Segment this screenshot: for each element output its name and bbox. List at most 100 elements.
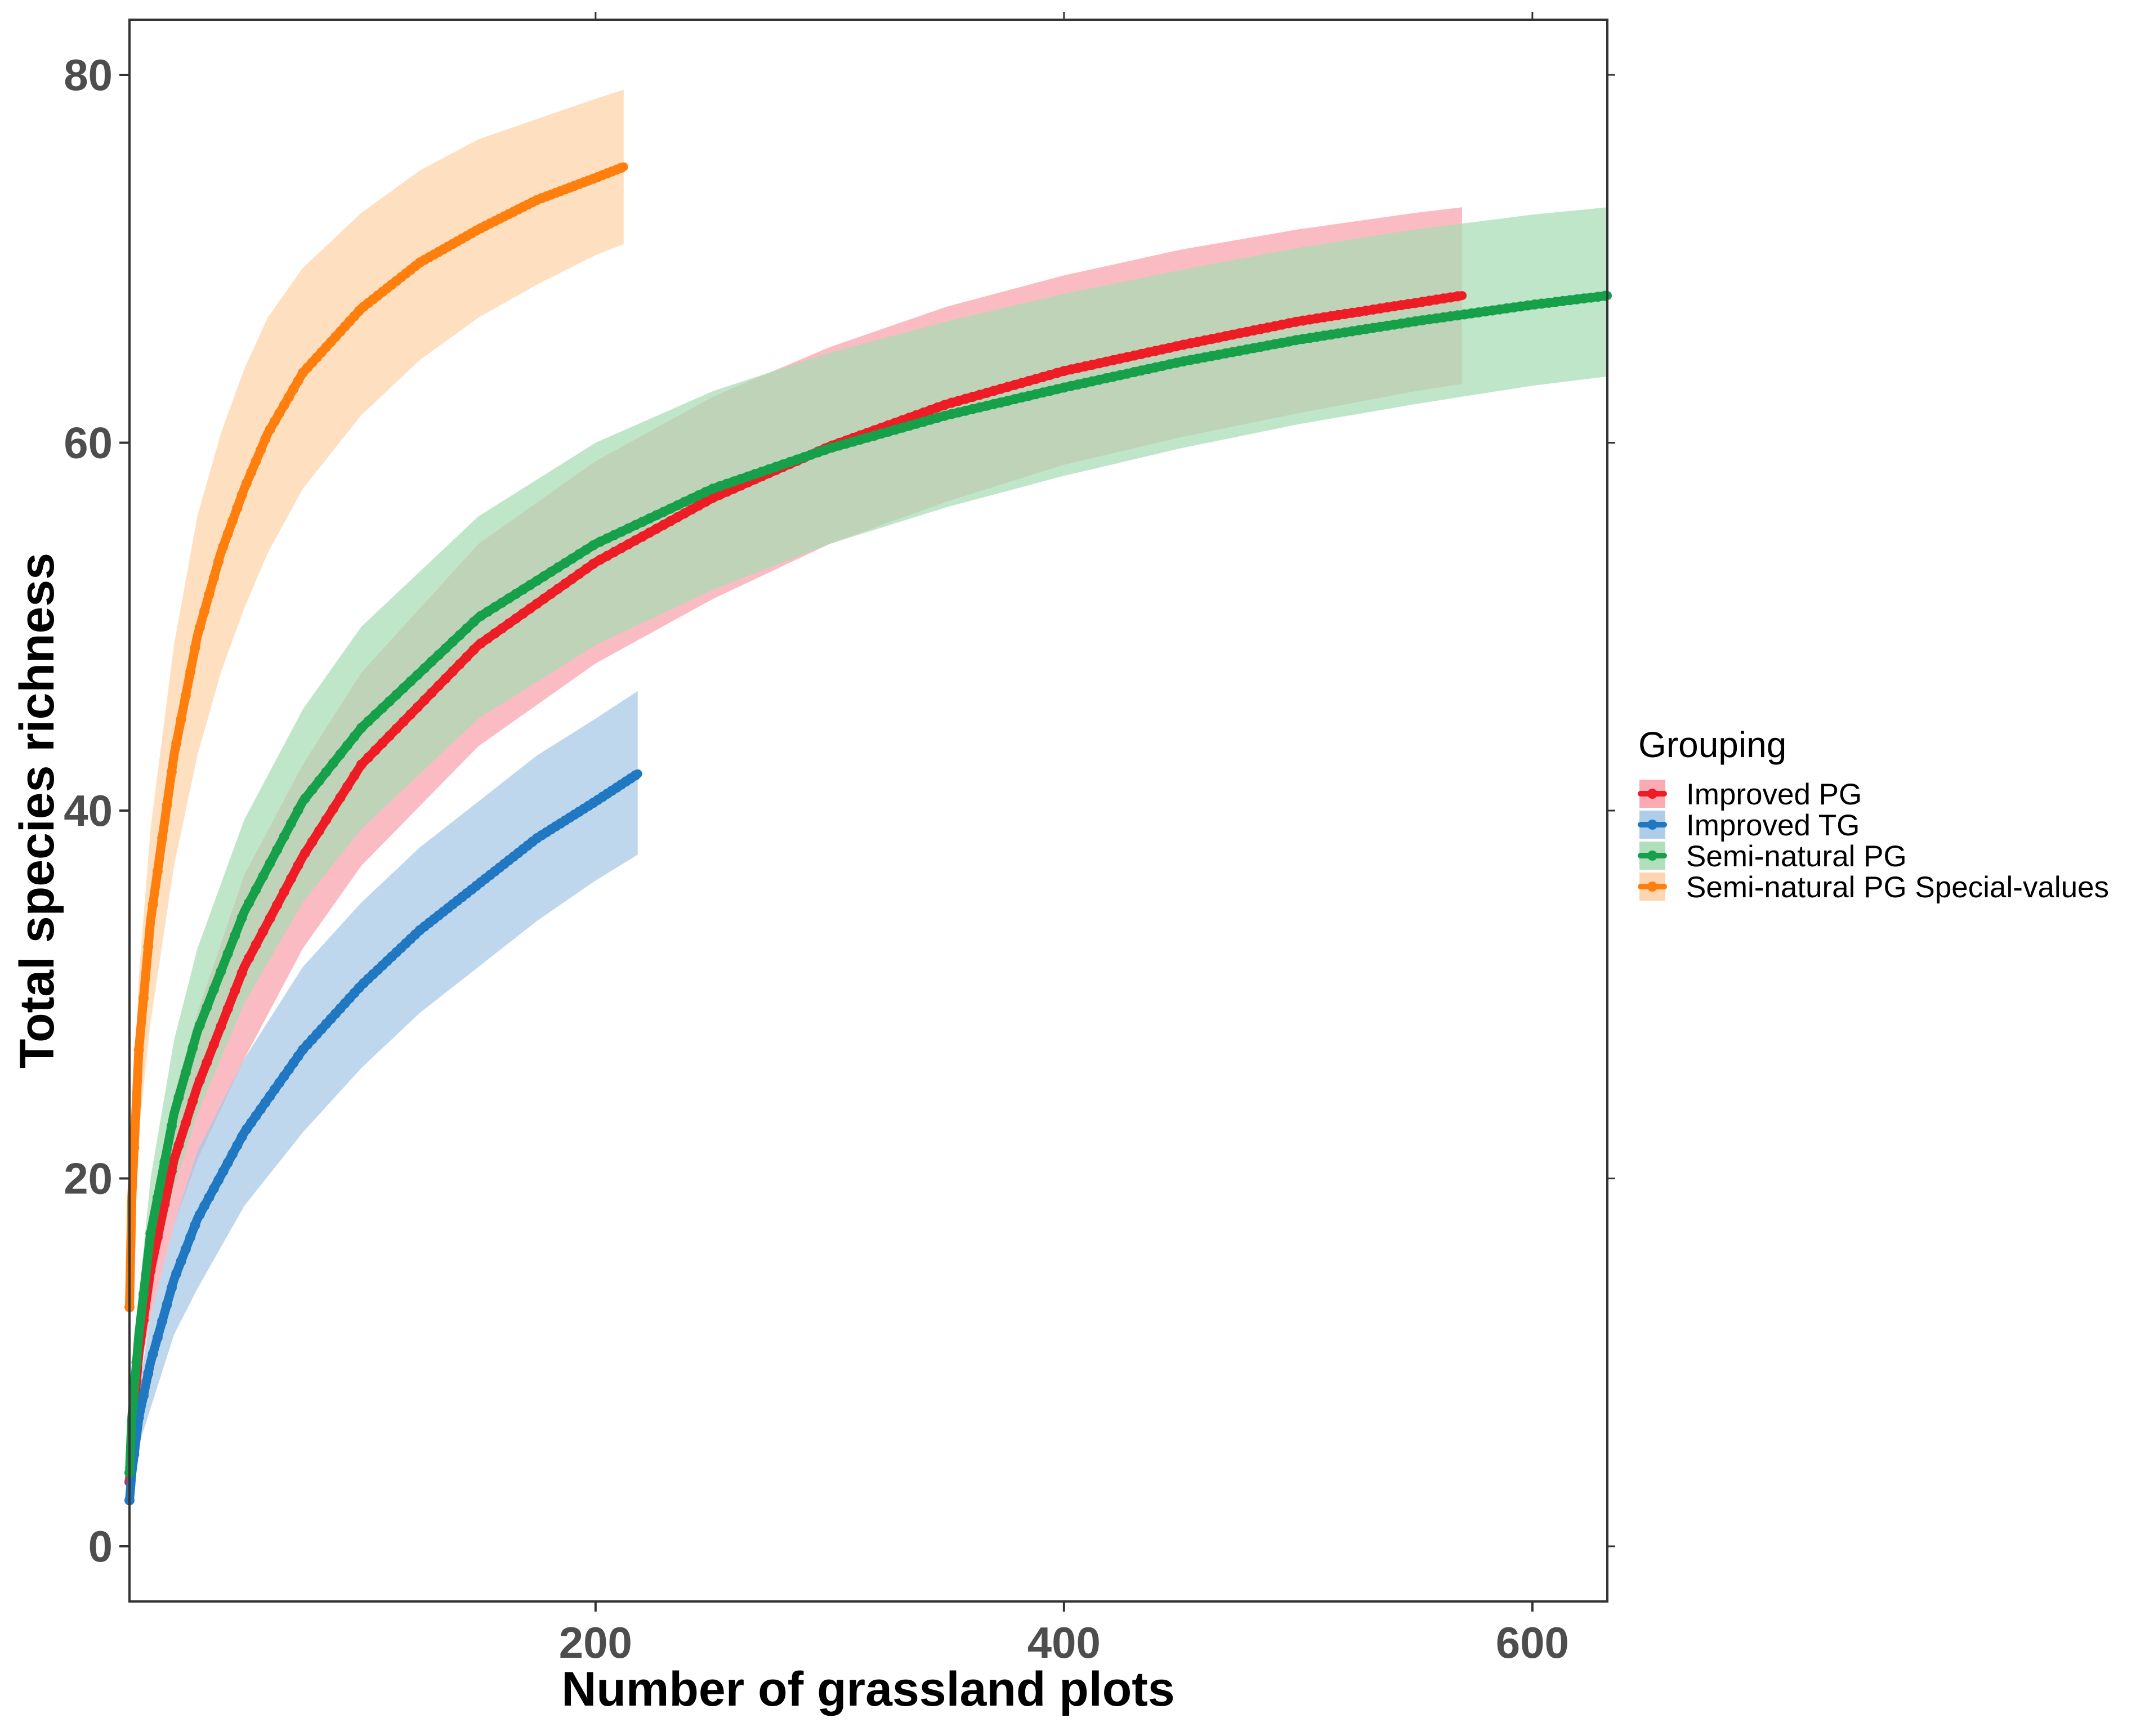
point-semi-natural-pg [152, 1192, 163, 1203]
point-semi-natural-pg [384, 696, 395, 706]
point-improved-pg [236, 968, 247, 978]
point-semi-natural-pg-special-values [260, 434, 271, 444]
point-semi-natural-pg [377, 703, 388, 713]
point-semi-natural-pg [251, 884, 261, 895]
point-improved-pg [265, 913, 275, 924]
point-semi-natural-pg [419, 663, 430, 674]
point-improved-tg [176, 1256, 186, 1267]
y-axis: 0 20 40 60 80 [64, 50, 1615, 1571]
band-semi-natural-pg-special-values [129, 90, 624, 1344]
series-semi-natural-pg [124, 290, 1612, 1478]
point-improved-tg [190, 1220, 200, 1231]
point-semi-natural-pg-special-values [199, 606, 210, 616]
point-semi-natural-pg [272, 844, 283, 855]
point-semi-natural-pg-special-values [204, 589, 214, 600]
point-improved-tg [232, 1140, 243, 1151]
point-semi-natural-pg [279, 831, 289, 842]
point-semi-natural-pg-special-values [283, 392, 294, 402]
point-semi-natural-pg [131, 1357, 142, 1368]
point-improved-pg [251, 939, 261, 950]
point-semi-natural-pg [454, 630, 465, 641]
point-semi-natural-pg-special-values [251, 456, 261, 467]
point-improved-pg [258, 927, 269, 937]
point-semi-natural-pg [328, 758, 338, 768]
point-improved-tg [138, 1390, 149, 1401]
point-semi-natural-pg [1599, 290, 1610, 301]
point-semi-natural-pg-special-values [166, 767, 177, 777]
point-improved-pg [187, 1096, 198, 1107]
point-semi-natural-pg [208, 984, 219, 995]
point-improved-pg [1452, 291, 1463, 302]
point-semi-natural-pg [202, 1002, 212, 1013]
point-improved-tg [630, 770, 641, 781]
point-semi-natural-pg-special-values [148, 899, 158, 910]
point-semi-natural-pg [391, 690, 402, 700]
point-semi-natural-pg-special-values [138, 993, 149, 1004]
point-semi-natural-pg [398, 683, 409, 693]
point-improved-pg [180, 1118, 191, 1129]
point-improved-pg [230, 986, 240, 996]
point-semi-natural-pg [307, 784, 318, 795]
point-semi-natural-pg-special-values [133, 1044, 144, 1055]
legend-item-semi-natural-pg-special-values: Semi-natural PG Special-values [1638, 871, 2109, 904]
point-improved-pg [448, 666, 458, 677]
point-improved-tg [213, 1175, 224, 1185]
point-improved-pg [546, 588, 556, 599]
point-semi-natural-pg [405, 676, 416, 687]
point-semi-natural-pg-special-values [274, 408, 285, 419]
point-semi-natural-pg-special-values [190, 642, 200, 653]
point-improved-pg [194, 1075, 205, 1086]
point-semi-natural-pg-special-values [152, 866, 163, 876]
point-improved-pg [440, 673, 451, 684]
point-improved-tg [208, 1183, 219, 1194]
point-improved-pg [560, 579, 570, 589]
point-semi-natural-pg-special-values [180, 690, 191, 701]
point-improved-tg [222, 1157, 233, 1168]
point-semi-natural-pg-special-values [246, 467, 257, 477]
point-semi-natural-pg [293, 805, 303, 816]
point-semi-natural-pg-special-values [162, 800, 172, 811]
point-improved-pg [581, 563, 592, 574]
point-semi-natural-pg-special-values [288, 384, 299, 395]
legend-label: Semi-natural PG Special-values [1686, 871, 2109, 904]
legend-key-point [1647, 820, 1657, 830]
x-tick-label: 200 [559, 1618, 632, 1667]
point-improved-pg [511, 613, 521, 624]
point-semi-natural-pg [448, 637, 458, 647]
point-semi-natural-pg-special-values [208, 572, 219, 583]
point-semi-natural-pg [321, 767, 332, 777]
point-improved-pg [412, 702, 423, 713]
point-semi-natural-pg-special-values [143, 941, 154, 952]
point-semi-natural-pg [314, 776, 324, 786]
point-improved-pg [244, 953, 254, 963]
point-semi-natural-pg-special-values [227, 516, 238, 526]
point-semi-natural-pg-special-values [185, 666, 196, 677]
point-semi-natural-pg-special-values [157, 833, 168, 843]
legend-label: Semi-natural PG [1686, 840, 1907, 873]
series-semi-natural-pg-special-values [124, 162, 628, 1313]
point-improved-pg [286, 873, 296, 884]
point-improved-pg [208, 1039, 219, 1050]
point-semi-natural-pg-special-values [293, 375, 303, 386]
point-improved-pg [202, 1057, 212, 1068]
point-semi-natural-pg [236, 912, 247, 923]
point-improved-pg [476, 638, 486, 648]
point-semi-natural-pg-special-values [222, 529, 233, 539]
legend-key-point [1647, 851, 1657, 861]
point-semi-natural-pg [173, 1092, 184, 1103]
point-improved-tg [162, 1299, 172, 1310]
x-tick-label: 600 [1496, 1618, 1569, 1667]
point-improved-pg [342, 781, 352, 792]
legend-item-improved-tg: Improved TG [1638, 809, 1860, 842]
y-tick-label: 20 [64, 1153, 113, 1203]
point-semi-natural-pg-special-values [236, 490, 247, 500]
point-improved-pg [525, 603, 535, 614]
point-semi-natural-pg [412, 669, 423, 680]
point-improved-pg [335, 793, 346, 803]
point-semi-natural-pg [370, 709, 381, 720]
point-improved-pg [503, 618, 514, 629]
point-semi-natural-pg [159, 1157, 170, 1167]
point-semi-natural-pg [349, 731, 360, 742]
point-semi-natural-pg-special-values [171, 738, 182, 749]
legend-key-point [1647, 789, 1657, 799]
